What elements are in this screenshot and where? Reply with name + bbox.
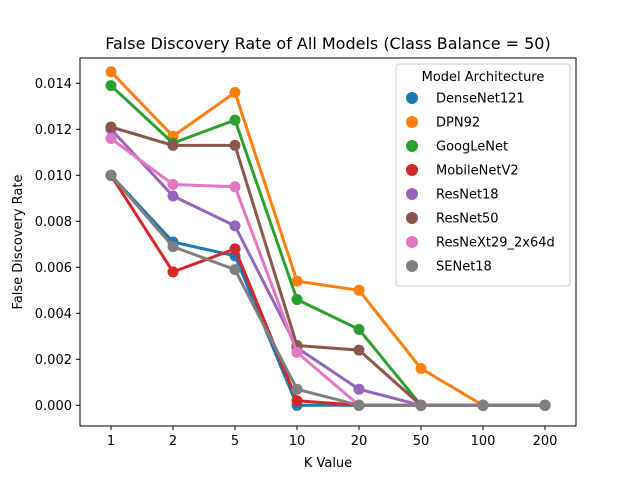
y-tick-label: 0.014 [35,77,72,92]
legend-marker [406,212,418,224]
legend-label: GoogLeNet [436,140,508,155]
legend-label: ResNet50 [436,212,499,227]
y-tick-label: 0.012 [35,123,72,138]
data-point [105,80,117,92]
legend-marker [406,164,418,176]
data-point [539,399,551,411]
legend-label: SENet18 [436,260,492,275]
legend-box [395,63,571,287]
x-tick-label: 100 [471,434,496,449]
y-tick-label: 0.004 [35,307,72,322]
data-point [229,243,241,255]
plot-frame [79,57,577,427]
data-point [415,363,427,374]
legend-label: ResNeXt29_2x64d [436,236,555,251]
data-point [229,87,241,98]
data-point [229,114,241,126]
x-tick-label: 5 [231,434,239,449]
data-point [105,169,117,181]
legend-marker [406,116,418,128]
y-tick-label: 0.006 [35,261,72,276]
x-axis: 1 2 5 10 20 50 100 200 [107,426,558,449]
y-tick-label: 0.002 [35,353,72,368]
legend-label: ResNet18 [436,188,499,203]
data-point [291,346,303,358]
x-tick-label: 200 [533,434,558,449]
data-point [167,139,179,151]
legend-title: Model Architecture [422,70,545,85]
data-point [353,284,365,296]
chart-title: False Discovery Rate of All Models (Clas… [105,34,550,53]
data-point [353,383,365,395]
data-point [353,399,365,411]
data-point [229,181,241,193]
legend-label: DenseNet121 [436,92,525,107]
data-point [353,323,365,335]
y-axis: 0.000 0.002 0.004 0.006 0.008 0.010 0.012 0.014 [35,77,80,414]
plot-area [79,57,577,427]
data-point [415,399,427,411]
data-point [105,133,117,144]
y-tick-label: 0.008 [35,215,72,230]
data-point [167,241,179,253]
data-point [353,344,365,356]
x-tick-label: 20 [351,434,368,449]
series-line-7 [109,173,547,407]
x-tick-label: 50 [413,434,430,449]
x-tick-label: 2 [169,434,177,449]
series-line-1 [109,70,547,407]
data-point [229,139,241,151]
x-axis-label: K Value [304,456,352,471]
data-point [229,220,241,232]
data-point [291,275,303,287]
y-tick-label: 0.000 [35,399,72,414]
data-point [105,121,117,133]
legend-marker [406,140,418,152]
data-point [167,190,179,202]
legend-label: MobileNetV2 [436,164,519,179]
y-tick-label: 0.010 [35,169,72,184]
legend-marker [406,236,418,248]
data-point [291,383,303,395]
x-tick-label: 1 [107,434,115,449]
data-point [105,66,117,78]
data-point [291,294,303,305]
legend-label: DPN92 [436,116,480,131]
legend-marker [406,188,418,200]
data-point [167,179,179,190]
legend: Model Architecture DenseNet121 DPN92 GoogLe… [395,63,571,287]
data-point [291,395,303,407]
data-point [477,399,489,411]
legend-marker [406,92,418,104]
y-axis-label: False Discovery Rate [11,175,26,310]
data-point [229,264,241,276]
legend-marker [406,260,418,272]
data-point [167,266,179,278]
x-tick-label: 10 [289,434,306,449]
